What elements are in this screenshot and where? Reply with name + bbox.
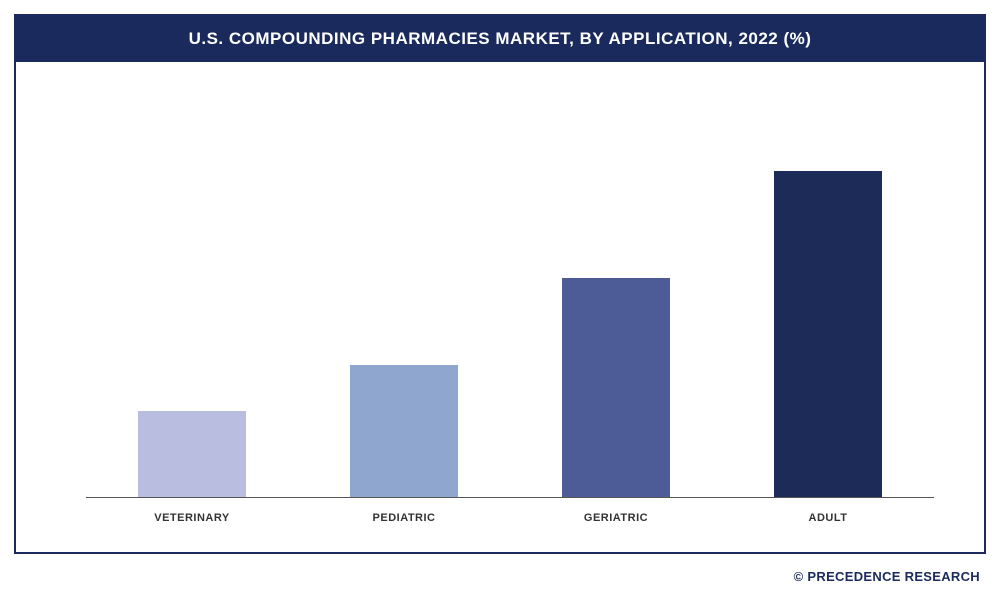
attribution-text: © PRECEDENCE RESEARCH bbox=[794, 569, 980, 584]
category-label: PEDIATRIC bbox=[298, 502, 510, 540]
category-label: ADULT bbox=[722, 502, 934, 540]
bar-pediatric bbox=[350, 365, 458, 498]
bars-row bbox=[86, 82, 934, 498]
chart-title: U.S. COMPOUNDING PHARMACIES MARKET, BY A… bbox=[16, 16, 984, 62]
bar-slot bbox=[510, 82, 722, 498]
bar-slot bbox=[86, 82, 298, 498]
bar-veterinary bbox=[138, 411, 246, 498]
labels-row: VETERINARY PEDIATRIC GERIATRIC ADULT bbox=[86, 502, 934, 540]
x-axis-baseline bbox=[86, 497, 934, 498]
bar-adult bbox=[774, 171, 882, 498]
bar-geriatric bbox=[562, 278, 670, 498]
chart-frame: U.S. COMPOUNDING PHARMACIES MARKET, BY A… bbox=[14, 14, 986, 554]
bar-slot bbox=[722, 82, 934, 498]
category-label: GERIATRIC bbox=[510, 502, 722, 540]
chart-area: VETERINARY PEDIATRIC GERIATRIC ADULT bbox=[16, 62, 984, 552]
category-label: VETERINARY bbox=[86, 502, 298, 540]
plot: VETERINARY PEDIATRIC GERIATRIC ADULT bbox=[56, 82, 944, 540]
bar-slot bbox=[298, 82, 510, 498]
